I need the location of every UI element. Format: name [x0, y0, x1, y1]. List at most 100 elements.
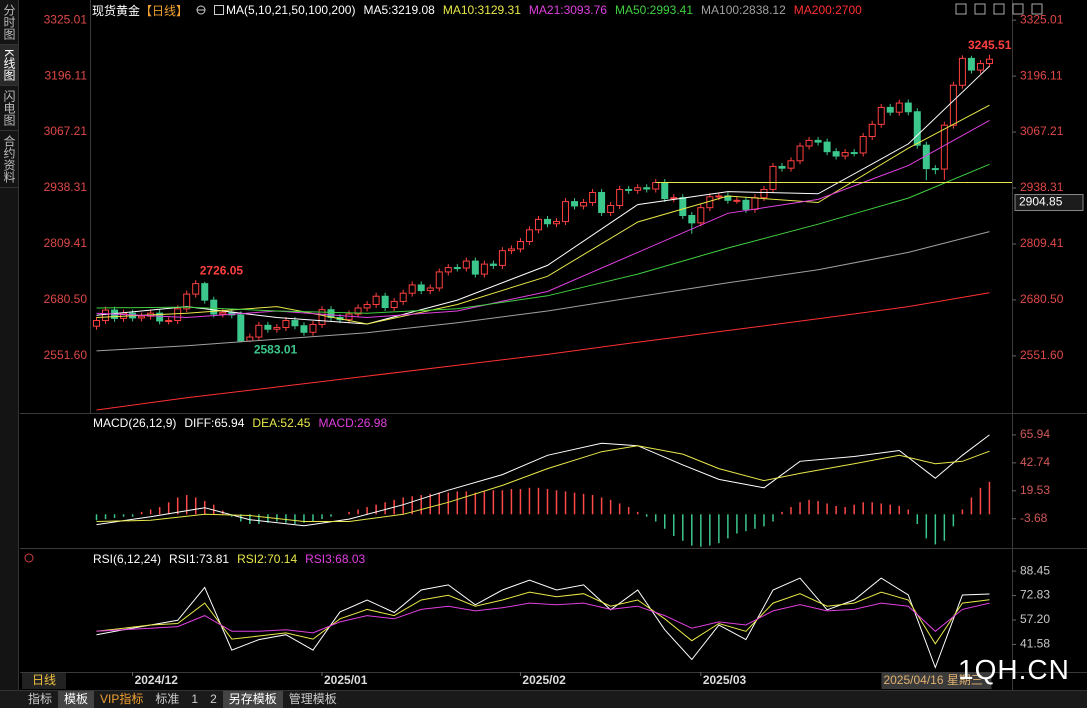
candle-body — [102, 309, 110, 322]
y-tick-label: 2680.50 — [44, 292, 88, 306]
x-tick-label: 2025/02 — [522, 673, 566, 687]
cursor-box — [881, 673, 992, 689]
candle-body — [868, 123, 876, 137]
period-label[interactable]: 日线 — [32, 673, 56, 687]
y-tick-label: 3067.21 — [44, 124, 88, 138]
y-tick-label: 3196.11 — [45, 68, 88, 82]
candle-body — [733, 199, 741, 202]
candle-body — [354, 307, 362, 315]
candle-body — [859, 135, 867, 154]
candle-body — [93, 320, 101, 327]
high-label: 3245.51 — [968, 38, 1012, 52]
candle-body — [634, 187, 642, 191]
candle-body — [643, 187, 651, 190]
series-line — [96, 65, 990, 325]
candle-body — [174, 308, 182, 322]
candle-body — [652, 182, 660, 190]
add-icon[interactable] — [196, 5, 206, 15]
candle-body — [363, 303, 371, 309]
candle-body — [580, 201, 588, 207]
series-line — [96, 445, 990, 522]
bottom-tab[interactable]: 2 — [210, 692, 217, 706]
y-tick-label: 2809.41 — [1020, 236, 1064, 250]
candle-body — [417, 284, 425, 292]
candle-body — [841, 152, 849, 157]
bottom-tab[interactable]: 指标 — [28, 692, 53, 706]
high-label: 2726.05 — [200, 263, 244, 277]
y-tick-label: 2938.31 — [1020, 180, 1064, 194]
indicator-label: MACD(26,12,9) — [93, 416, 177, 430]
icon[interactable] — [974, 3, 986, 15]
side-tab[interactable]: 闪电图 — [0, 86, 18, 132]
header: 现货黄金 【日线】 MA(5,10,21,50,100,200) MA5:321… — [92, 2, 862, 18]
candle-body — [976, 63, 984, 71]
candle-body — [444, 267, 452, 273]
candle-body — [219, 311, 227, 315]
candle-body — [796, 145, 804, 162]
candle-body — [480, 263, 488, 275]
y-tick-label: 2938.31 — [44, 180, 88, 194]
checkbox-icon[interactable] — [214, 5, 225, 15]
legend-entry: RSI2:70.14 — [237, 552, 298, 566]
candle-body — [670, 197, 678, 200]
candle-body — [507, 248, 515, 252]
legend-entry: MACD:26.98 — [318, 416, 388, 430]
candle-body — [399, 292, 407, 302]
y-tick-label: 19.53 — [1020, 483, 1050, 497]
legend-entry: DIFF:65.94 — [184, 416, 245, 430]
y-tick-label: 2551.60 — [1020, 348, 1064, 362]
candle-body — [679, 197, 687, 216]
candle-body — [832, 151, 840, 157]
side-tab[interactable]: 分时图 — [0, 0, 18, 45]
icon[interactable] — [993, 3, 1005, 15]
icon[interactable] — [955, 3, 967, 15]
candle-body — [381, 295, 389, 309]
candle-body — [246, 336, 254, 342]
candle-body — [562, 201, 570, 223]
candle-body — [769, 165, 777, 190]
candle-body — [273, 326, 281, 330]
bottom-tab[interactable]: 另存模板 — [222, 691, 283, 708]
settings-icon[interactable] — [24, 553, 34, 563]
candle-body — [237, 314, 245, 342]
candle-body — [525, 229, 533, 243]
side-tab[interactable]: 合约资料 — [0, 131, 18, 189]
indicator-label: RSI(6,12,24) — [93, 552, 162, 566]
y-tick-label: 42.74 — [1020, 455, 1050, 469]
x-tick-label: 2024/12 — [135, 673, 179, 687]
candle-body — [453, 267, 461, 270]
bottom-tab[interactable]: 1 — [191, 692, 199, 706]
candle-body — [156, 312, 164, 322]
candle-body — [534, 218, 542, 231]
candle-body — [751, 197, 759, 210]
y-tick-label: -3.68 — [1020, 511, 1048, 525]
candle-body — [372, 295, 380, 305]
candle-body — [300, 325, 308, 333]
candle-body — [985, 58, 993, 65]
y-tick-label: 88.45 — [1020, 563, 1050, 577]
bottom-tab[interactable]: 管理模板 — [288, 692, 337, 706]
legend-entry: MA5:3219.08 — [363, 3, 435, 17]
y-tick-label: 65.94 — [1020, 427, 1050, 441]
icon[interactable] — [1012, 3, 1024, 15]
legend-entry: MA21:3093.76 — [528, 3, 607, 17]
candle-body — [688, 214, 696, 224]
series-line — [96, 292, 990, 411]
y-tick-label: 3196.11 — [1020, 68, 1063, 82]
bottom-tab[interactable]: 模板 — [58, 691, 95, 708]
candle-body — [697, 207, 705, 224]
side-tab[interactable]: K线图 — [0, 45, 18, 87]
candle-body — [760, 188, 768, 199]
price-tag-box — [1014, 194, 1084, 212]
window-icons[interactable] — [955, 3, 1043, 15]
candle-body — [886, 106, 894, 113]
bottom-tab[interactable]: VIP指标 — [100, 692, 144, 706]
series-line — [96, 602, 990, 634]
icon[interactable] — [1031, 3, 1043, 15]
bottom-tab[interactable]: 标准 — [155, 692, 180, 706]
candle-body — [471, 260, 479, 275]
period-box[interactable] — [22, 673, 66, 689]
candle-body — [426, 287, 434, 292]
legend-entry: MA10:3129.31 — [442, 3, 521, 17]
